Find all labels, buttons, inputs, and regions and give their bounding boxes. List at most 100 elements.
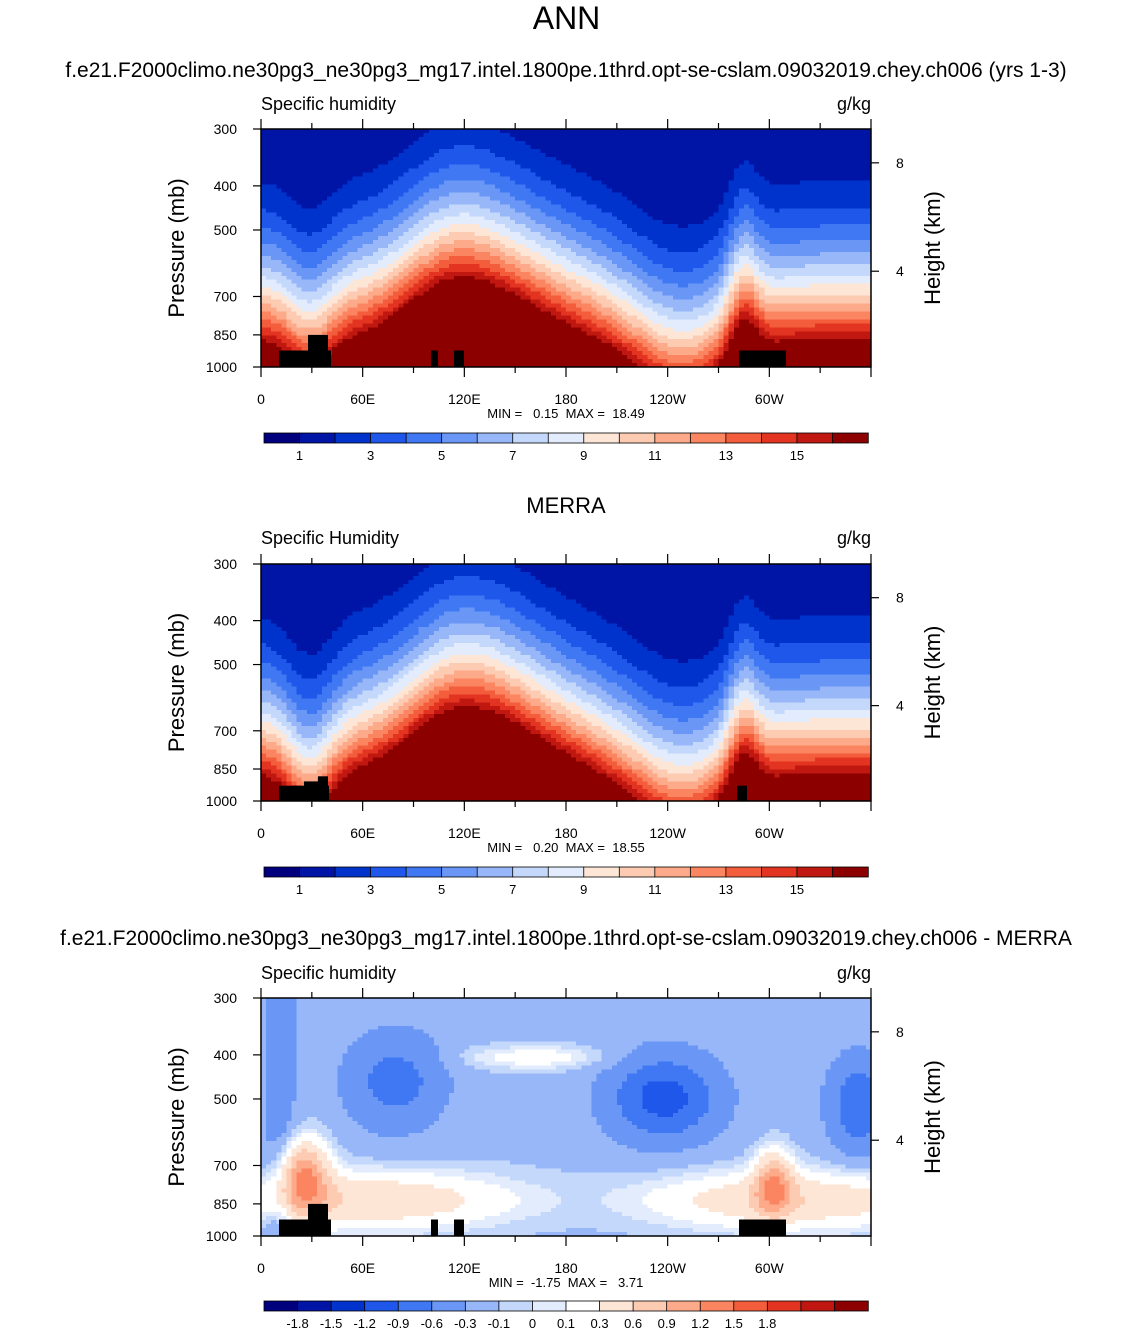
colorbar-label: -1.8: [286, 1316, 308, 1331]
colorbar-box: [498, 1300, 534, 1312]
x-tick-label: 0: [257, 825, 265, 841]
x-tick-label: 60E: [350, 391, 375, 407]
y-tick-label: 1000: [206, 793, 237, 809]
colorbar-label: 0.9: [658, 1316, 676, 1331]
colorbar-box: [532, 1300, 567, 1312]
colorbar-box: [334, 432, 372, 444]
y-tick-label: 300: [214, 121, 238, 137]
colorbar-box: [299, 432, 336, 444]
y2-axis-label: Height (km): [920, 1060, 945, 1174]
contour-field: [261, 564, 872, 802]
colorbar-label: 15: [790, 882, 804, 897]
colorbar-label: -1.5: [320, 1316, 342, 1331]
y2-axis-label: Height (km): [920, 191, 945, 305]
x-tick-label: 60W: [755, 391, 785, 407]
x-tick-label: 120W: [649, 1260, 686, 1276]
y2-tick-label: 4: [896, 263, 904, 279]
y-tick-label: 700: [214, 288, 238, 304]
colorbar-label: 5: [438, 448, 445, 463]
colorbar-box: [699, 1300, 735, 1312]
x-tick-label: 60E: [350, 825, 375, 841]
y-tick-label: 850: [214, 761, 238, 777]
colorbar-label: 9: [580, 882, 587, 897]
colorbar-label: 5: [438, 882, 445, 897]
colorbar-box: [405, 432, 443, 444]
colorbar: -1.8 -1.5 -1.2 -0.9 -0.6 -0.3 -0.1 0 0.1 0.3 0.6 0.…: [263, 1300, 869, 1331]
y-tick-label: 500: [214, 1091, 238, 1107]
colorbar-box: [583, 866, 620, 878]
y-axis-label: Pressure (mb): [164, 178, 189, 317]
x-tick-label: 60W: [755, 1260, 785, 1276]
colorbar-label: 9: [580, 448, 587, 463]
colorbar-box: [832, 866, 869, 878]
colorbar-label: 13: [719, 448, 733, 463]
colorbar-box: [689, 432, 727, 444]
colorbar-box: [796, 866, 834, 878]
colorbar-box: [654, 866, 692, 878]
colorbar-box: [618, 866, 656, 878]
x-tick-label: 180: [554, 825, 578, 841]
colorbar: 1 3 5 7 9 11 13 15: [263, 432, 869, 463]
x-tick-label: 180: [554, 1260, 578, 1276]
colorbar-box: [800, 1300, 836, 1312]
colorbar-box: [632, 1300, 668, 1312]
colorbar-label: 15: [790, 448, 804, 463]
colorbar-box: [405, 866, 443, 878]
topography-mask: [279, 1203, 786, 1236]
colorbar-box: [299, 866, 336, 878]
colorbar-label: 1.2: [691, 1316, 709, 1331]
colorbar-box: [834, 1300, 869, 1312]
colorbar-label: 11: [648, 882, 662, 897]
x-tick-label: 0: [257, 1260, 265, 1276]
colorbar-label: -0.9: [387, 1316, 409, 1331]
colorbar-label: 7: [509, 882, 516, 897]
y2-tick-label: 8: [896, 1024, 904, 1040]
colorbar-box: [441, 432, 478, 444]
colorbar-box: [761, 866, 798, 878]
y2-tick-label: 8: [896, 590, 904, 606]
colorbar-label: 3: [367, 882, 374, 897]
y-tick-label: 300: [214, 990, 238, 1006]
colorbar-box: [370, 866, 407, 878]
y-tick-label: 700: [214, 723, 238, 739]
y2-axis-label: Height (km): [920, 626, 945, 740]
colorbar-label: 0: [529, 1316, 536, 1331]
colorbar-label: -1.2: [353, 1316, 375, 1331]
chart-panel-1: f.e21.F2000climo.ne30pg3_ne30pg3_mg17.in…: [65, 59, 1066, 463]
units-label: g/kg: [837, 528, 871, 548]
colorbar-box: [583, 432, 620, 444]
colorbar-box: [666, 1300, 701, 1312]
colorbar-label: -0.6: [421, 1316, 443, 1331]
units-label: g/kg: [837, 94, 871, 114]
colorbar-box: [689, 866, 727, 878]
figure-title: ANN: [0, 0, 1133, 37]
y-axis-label: Pressure (mb): [164, 613, 189, 752]
min-max-stats: MIN = 0.20 MAX = 18.55: [487, 840, 645, 855]
colorbar-label: -0.3: [454, 1316, 476, 1331]
colorbar-box: [431, 1300, 467, 1312]
colorbar-label: 1.8: [758, 1316, 776, 1331]
colorbar-box: [547, 432, 585, 444]
colorbar-label: 0.1: [557, 1316, 575, 1331]
panel-title: f.e21.F2000climo.ne30pg3_ne30pg3_mg17.in…: [60, 927, 1072, 950]
colorbar-box: [441, 866, 478, 878]
variable-label: Specific humidity: [261, 94, 396, 114]
y2-tick-label: 4: [896, 1132, 904, 1148]
x-tick-label: 120E: [448, 825, 481, 841]
colorbar-box: [618, 432, 656, 444]
colorbar-box: [330, 1300, 366, 1312]
colorbar-label: 13: [719, 882, 733, 897]
colorbar-label: 11: [648, 448, 662, 463]
colorbar-box: [547, 866, 585, 878]
colorbar-label: 3: [367, 448, 374, 463]
y2-tick-label: 4: [896, 698, 904, 714]
colorbar-box: [565, 1300, 601, 1312]
colorbar-box: [476, 866, 514, 878]
colorbar-box: [512, 866, 549, 878]
y-tick-label: 700: [214, 1157, 238, 1173]
colorbar-box: [334, 866, 372, 878]
x-tick-label: 60W: [755, 825, 785, 841]
colorbar-box: [733, 1300, 769, 1312]
x-tick-label: 120E: [448, 1260, 481, 1276]
colorbar-label: 1: [296, 882, 303, 897]
